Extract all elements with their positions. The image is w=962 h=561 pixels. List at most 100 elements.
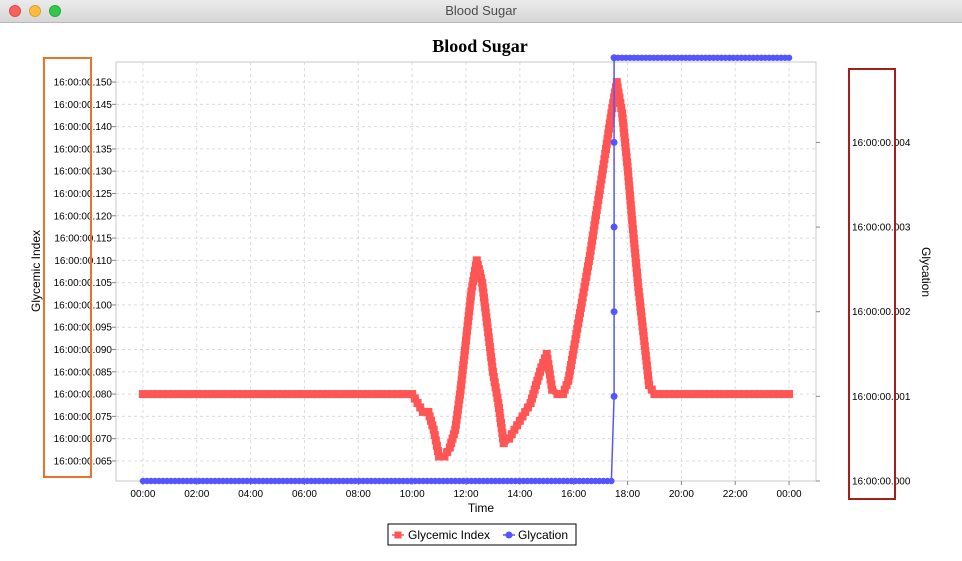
glycemic-index-point [425,412,434,421]
glycemic-index-point [213,390,222,399]
x-axis-ticks: 00:00 02:00 04:00 06:00 08:00 10:00 12:00 14:00… [130,481,802,500]
glycemic-index-point [358,390,367,399]
glycemic-index-point [598,165,607,174]
chart-title: Blood Sugar [432,36,528,56]
glycemic-index-point [645,381,654,390]
glycation-point [610,223,618,231]
glycemic-index-point [482,313,491,322]
glycemic-index-point [183,390,192,399]
glycemic-index-point [602,144,610,153]
glycemic-index-point [633,273,642,282]
glycemic-index-point [494,404,503,413]
glycemic-index-point [632,258,641,267]
glycation-point [610,138,618,146]
glycemic-index-point [173,390,182,399]
minimize-button[interactable] [29,5,41,17]
glycemic-index-point [636,302,645,311]
glycemic-index-point [579,288,588,297]
glycemic-index-point [168,390,177,399]
x-tick-label: 00:00 [777,489,802,500]
glycemic-index-point [451,420,460,429]
chart-legend: Glycemic Index Glycation [387,523,577,546]
glycemic-index-point [567,361,575,370]
left-tick-label: 16:00:00.065 [54,456,113,467]
glycemic-index-point [589,226,598,235]
glycemic-index-point [485,343,494,352]
glycemic-index-point [644,371,652,380]
glycemic-index-point [543,355,552,364]
glycemic-index-point [434,447,442,456]
glycemic-index-point [268,390,277,399]
glycemic-index-point [569,345,578,354]
glycemic-index-point [428,421,437,430]
glycemic-index-point [430,431,439,440]
glycemic-index-point [573,324,582,333]
glycemic-index-point [670,390,679,399]
glycemic-index-point [584,262,593,271]
glycemic-index-point [562,381,571,390]
glycemic-index-point [618,114,627,123]
glycemic-index-point [454,400,463,409]
glycemic-index-point [416,403,425,412]
close-button[interactable] [9,5,21,17]
glycemic-index-point [775,390,784,399]
glycemic-index-point [591,216,600,225]
glycation-point [785,54,793,61]
zoom-button[interactable] [49,5,61,17]
glycemic-index-point [472,256,481,265]
glycemic-index-point [488,362,497,371]
glycemic-index-point [594,195,603,204]
glycemic-index-point [429,425,438,434]
glycemic-index-point [639,332,648,341]
glycemic-index-point [193,390,202,399]
glycemic-index-point [537,363,546,372]
glycemic-index-point [582,272,591,281]
glycemic-index-point [564,376,573,385]
glycemic-index-point [532,381,540,390]
glycemic-index-point [493,393,502,402]
glycemic-index-point [615,93,624,102]
glycemic-index-point [710,390,719,399]
glycemic-index-point [408,390,417,399]
glycemic-index-point [642,361,651,370]
glycemic-index-point [725,390,734,399]
x-tick-label: 18:00 [615,489,640,500]
glycemic-index-point [484,333,493,342]
glycemic-index-point [629,234,638,243]
glycemic-index-point [188,390,197,399]
left-axis-highlight-box [43,57,92,478]
glycation-line [142,57,790,482]
left-tick-label: 16:00:00.070 [54,434,113,445]
glycemic-index-point [637,312,646,321]
glycemic-index-point [575,314,584,323]
glycemic-index-point [621,138,630,147]
glycemic-index-point [548,385,557,394]
glycemic-index-point [765,390,774,399]
glycemic-index-point [597,175,606,184]
glycemic-index-point [485,338,494,347]
glycemic-index-point [343,390,352,399]
glycemic-index-point [619,118,628,127]
glycemic-index-point [634,283,643,292]
glycemic-index-point [641,351,650,360]
glycemic-index-point [527,394,536,403]
glycemic-index-point [639,327,648,336]
title-bar[interactable]: Blood Sugar [0,0,962,23]
glycemic-index-point [695,390,704,399]
glycemic-index-point [596,180,605,189]
glycemic-index-point [577,298,586,307]
left-tick-label: 16:00:00.080 [54,390,113,401]
glycemic-index-point [609,98,618,107]
left-tick-label: 16:00:00.135 [54,144,113,155]
glycemic-index-point [650,390,659,399]
x-tick-label: 14:00 [507,489,532,500]
glycemic-index-point [621,143,630,152]
y-axis-label-left: Glycemic Index [29,230,43,312]
glycemic-index-point [644,376,653,385]
glycemic-index-point [466,297,475,306]
glycemic-index-point [536,367,545,376]
glycemic-index-point [148,390,157,399]
blood-sugar-chart: Blood Sugar 16:00:00.065 16:00:00.070 16:0… [29,36,933,546]
glycemic-index-point [447,439,456,448]
